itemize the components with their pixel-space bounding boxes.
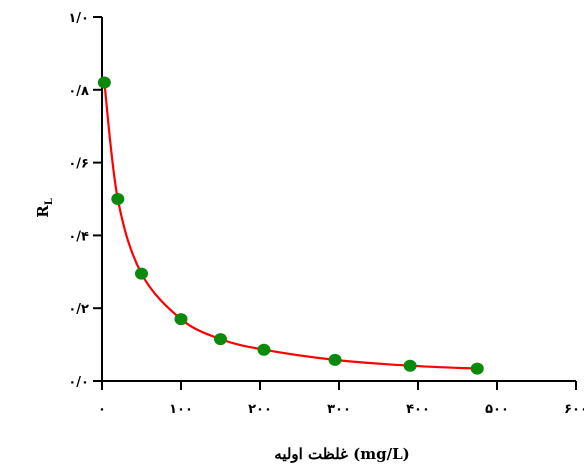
- series-line: [103, 82, 478, 370]
- data-point: [111, 193, 125, 205]
- y-tick-label: ۰/۴: [68, 229, 89, 244]
- x-tick-label: ۴۰۰: [406, 402, 430, 417]
- data-point: [470, 362, 484, 375]
- x-tick-label: ۱۰۰: [169, 402, 193, 417]
- x-tick-label: ۲۰۰: [248, 402, 272, 417]
- data-point: [257, 343, 271, 356]
- y-axis-ticks: ۰/۰ ۰/۲ ۰/۴ ۰/۶ ۰/۸ ۱/۰: [68, 11, 102, 390]
- data-point: [174, 313, 188, 326]
- data-point: [214, 333, 227, 346]
- y-tick-label: ۰/۶: [68, 157, 89, 172]
- data-point: [403, 359, 417, 372]
- y-axis-title: RL: [34, 198, 55, 218]
- series-points: [97, 76, 484, 375]
- x-tick-label: ۰: [98, 402, 106, 417]
- axes: [101, 17, 576, 382]
- y-axis-title-sub: L: [44, 198, 55, 205]
- x-tick-label: ۶۰۰: [564, 402, 584, 417]
- x-axis-title: غلظت اولیه (mg/L): [274, 445, 409, 463]
- x-tick-label: ۳۰۰: [327, 402, 351, 417]
- y-tick-label: ۰/۰: [68, 375, 89, 390]
- data-point: [97, 76, 111, 89]
- y-tick-label: ۰/۸: [68, 84, 89, 99]
- y-axis-title-main: R: [34, 205, 52, 218]
- y-tick-label: ۰/۲: [68, 302, 89, 317]
- y-tick-label: ۱/۰: [68, 11, 89, 26]
- x-tick-label: ۵۰۰: [485, 402, 509, 417]
- data-point: [328, 353, 342, 366]
- x-axis-ticks: ۰ ۱۰۰ ۲۰۰ ۳۰۰ ۴۰۰ ۵۰۰ ۶۰۰: [98, 381, 584, 417]
- data-point: [135, 267, 148, 280]
